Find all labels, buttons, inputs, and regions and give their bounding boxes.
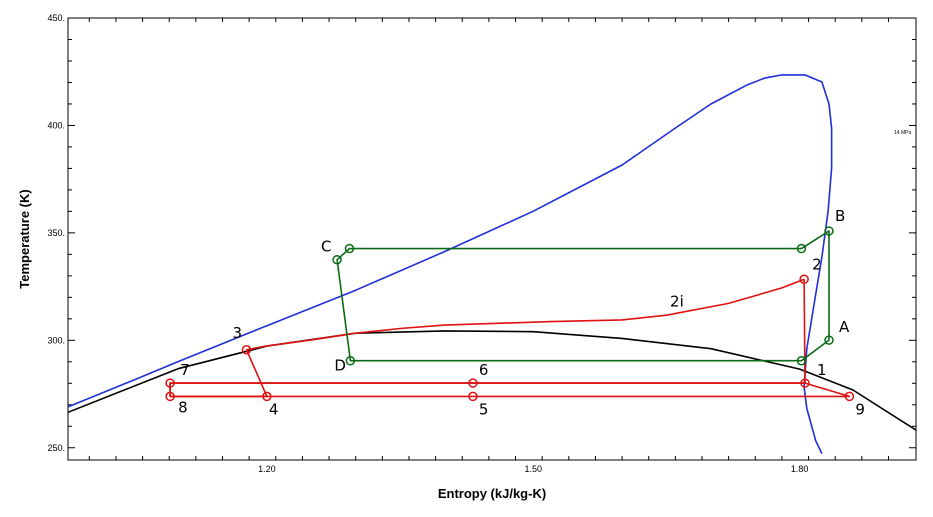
y-tick-label: 300. — [47, 335, 65, 345]
state-point-label: C — [321, 238, 331, 256]
state-point-label: A — [839, 318, 850, 336]
state-point-marker — [800, 378, 810, 388]
state-point-label: 1 — [817, 361, 827, 379]
y-tick-label: 450. — [47, 13, 65, 23]
y-tick-label: 400. — [47, 120, 65, 130]
y-tick-label: 350. — [47, 228, 65, 238]
state-point-marker — [344, 243, 355, 254]
x-tick-label: 1.50 — [525, 464, 543, 474]
state-point-marker — [165, 391, 175, 402]
plot-frame — [67, 17, 917, 461]
state-point-marker — [345, 355, 356, 366]
y-axis-title: Temperature (K) — [17, 189, 32, 288]
isobar-label: 14 MPa — [894, 130, 911, 136]
state-point-marker — [799, 274, 809, 285]
x-axis-title: Entropy (kJ/kg-K) — [438, 486, 546, 501]
state-point-marker — [468, 391, 478, 402]
state-point-label: 2 — [812, 255, 822, 273]
state-point-marker — [468, 378, 478, 388]
isobar-14MPa-line — [68, 330, 916, 431]
state-point-label: 3 — [232, 324, 242, 342]
state-point-marker — [796, 355, 807, 366]
state-point-label: 9 — [855, 400, 865, 418]
state-point-marker — [262, 391, 272, 402]
y-tick-label: 250. — [47, 443, 65, 453]
state-point-label: 5 — [479, 400, 489, 418]
state-point-marker — [824, 335, 834, 345]
state-point-marker — [824, 226, 834, 236]
state-point-label: 6 — [479, 361, 489, 379]
state-point-label: 7 — [180, 361, 190, 379]
process-annotation: 2i — [670, 293, 684, 311]
state-point-marker — [165, 378, 175, 388]
green-cycle-line — [336, 230, 830, 362]
state-point-label: 8 — [178, 398, 188, 416]
state-point-label: 4 — [269, 400, 279, 418]
x-tick-label: 1.80 — [791, 464, 809, 474]
state-point-marker — [332, 254, 342, 265]
red-cycle-low-line — [169, 382, 851, 398]
state-point-marker — [241, 345, 252, 355]
state-point-label: D — [334, 357, 346, 375]
x-tick-label: 1.20 — [258, 464, 276, 474]
state-point-marker — [844, 391, 855, 402]
saturation-dome-line — [68, 74, 833, 454]
state-point-label: B — [835, 207, 845, 225]
state-point-marker — [796, 243, 807, 254]
